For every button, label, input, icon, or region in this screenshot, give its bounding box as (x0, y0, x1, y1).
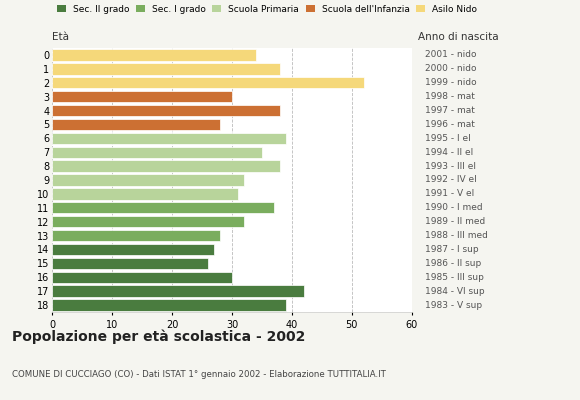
Text: 1989 - II med: 1989 - II med (425, 217, 485, 226)
Text: 2000 - nido: 2000 - nido (425, 64, 477, 73)
Bar (52, 119, 220, 130)
Text: 1994 - II el: 1994 - II el (425, 148, 474, 157)
Bar (52, 77, 364, 88)
Text: 1988 - III med: 1988 - III med (425, 231, 488, 240)
Text: 1998 - mat: 1998 - mat (425, 92, 475, 101)
Text: 1993 - III el: 1993 - III el (425, 162, 476, 171)
Bar (52, 244, 214, 255)
Text: 1985 - III sup: 1985 - III sup (425, 273, 484, 282)
Text: 1995 - I el: 1995 - I el (425, 134, 471, 143)
Bar (52, 272, 232, 283)
Bar (52, 230, 220, 241)
Bar (52, 188, 238, 200)
Bar (52, 49, 256, 61)
Text: 1996 - mat: 1996 - mat (425, 120, 475, 129)
Text: Età: Età (52, 32, 69, 42)
Text: 1990 - I med: 1990 - I med (425, 203, 483, 212)
Text: 1997 - mat: 1997 - mat (425, 106, 475, 115)
Bar (52, 146, 262, 158)
Text: COMUNE DI CUCCIAGO (CO) - Dati ISTAT 1° gennaio 2002 - Elaborazione TUTTITALIA.I: COMUNE DI CUCCIAGO (CO) - Dati ISTAT 1° … (12, 370, 386, 379)
Bar (52, 91, 232, 102)
Text: 1984 - VI sup: 1984 - VI sup (425, 287, 485, 296)
Bar (52, 299, 286, 311)
Text: Anno di nascita: Anno di nascita (418, 32, 498, 42)
Text: 1986 - II sup: 1986 - II sup (425, 259, 481, 268)
Bar (52, 216, 244, 227)
Text: 1992 - IV el: 1992 - IV el (425, 176, 477, 184)
Bar (52, 286, 304, 297)
Text: Popolazione per età scolastica - 2002: Popolazione per età scolastica - 2002 (12, 330, 305, 344)
Legend: Sec. II grado, Sec. I grado, Scuola Primaria, Scuola dell'Infanzia, Asilo Nido: Sec. II grado, Sec. I grado, Scuola Prim… (57, 4, 477, 14)
Text: 1987 - I sup: 1987 - I sup (425, 245, 479, 254)
Bar (52, 174, 244, 186)
Text: 1999 - nido: 1999 - nido (425, 78, 477, 87)
Bar (52, 258, 208, 269)
Bar (52, 160, 280, 172)
Bar (52, 63, 280, 74)
Bar (52, 105, 280, 116)
Text: 1983 - V sup: 1983 - V sup (425, 300, 483, 310)
Text: 2001 - nido: 2001 - nido (425, 50, 477, 60)
Text: 1991 - V el: 1991 - V el (425, 189, 474, 198)
Bar (52, 202, 274, 214)
Bar (52, 133, 286, 144)
